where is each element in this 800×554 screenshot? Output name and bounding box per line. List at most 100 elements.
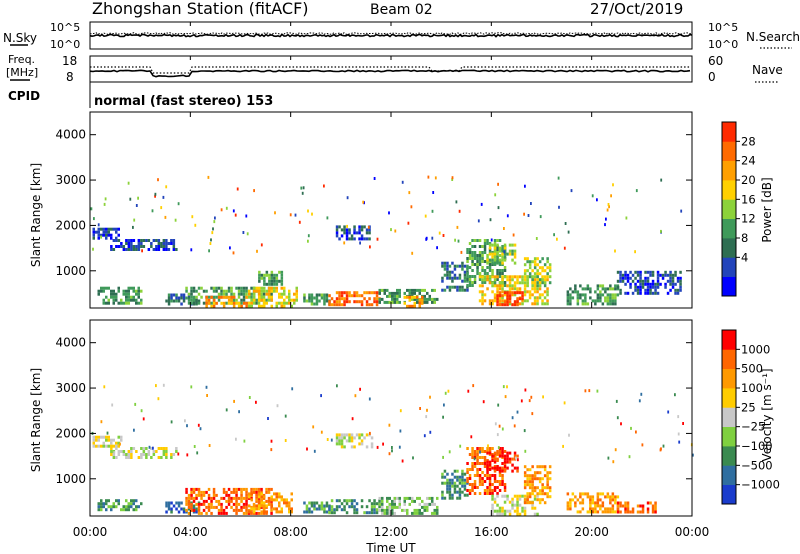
range-gate-cell	[240, 487, 243, 491]
range-gate-cell	[308, 293, 311, 297]
range-gate-cell	[280, 498, 283, 502]
range-gate-cell	[674, 282, 677, 286]
range-gate-cell	[581, 498, 585, 502]
range-gate-cell	[478, 278, 482, 281]
range-gate-cell	[240, 286, 243, 290]
range-gate-cell	[102, 230, 105, 234]
range-gate-cell	[142, 453, 146, 456]
range-gate-cell	[170, 242, 173, 245]
range-gate-cell	[303, 299, 306, 303]
range-gate-cell	[631, 291, 635, 295]
range-gate-cell	[498, 296, 502, 300]
range-gate-cell	[378, 502, 381, 506]
range-gate-cell	[611, 504, 615, 508]
range-gate-cell	[256, 249, 258, 253]
range-gate-cell	[350, 445, 354, 449]
range-gate-cell	[411, 251, 414, 255]
colorbar-tick-label: 8	[741, 231, 748, 245]
range-gate-cell	[294, 213, 297, 217]
range-gate-cell	[453, 267, 457, 271]
range-gate-cell	[483, 480, 487, 483]
range-gate-cell	[370, 505, 374, 509]
range-gate-cell	[651, 507, 655, 511]
range-gate-cell	[574, 501, 577, 505]
range-gate-cell	[112, 227, 115, 231]
range-gate-cell	[526, 257, 529, 261]
range-gate-cell	[421, 298, 424, 302]
range-gate-cell	[115, 447, 118, 450]
range-gate-cell	[443, 264, 447, 268]
freq-tick-18: 18	[62, 54, 77, 68]
range-gate-cell	[328, 511, 331, 515]
range-gate-cell	[488, 451, 492, 455]
range-gate-cell	[471, 254, 474, 257]
range-gate-cell	[97, 502, 100, 506]
range-gate-cell	[466, 272, 469, 275]
range-gate-cell	[481, 275, 484, 279]
range-gate-cell	[654, 282, 657, 286]
range-gate-cell	[426, 408, 428, 412]
range-gate-cell	[576, 302, 580, 306]
range-gate-cell	[207, 496, 211, 500]
range-gate-cell	[135, 248, 138, 251]
range-gate-cell	[533, 489, 537, 493]
range-gate-cell	[631, 273, 635, 277]
range-gate-cell	[461, 472, 464, 476]
range-gate-cell	[501, 248, 504, 251]
range-gate-cell	[345, 294, 349, 298]
range-gate-cell	[491, 489, 494, 492]
range-gate-cell	[526, 477, 529, 481]
range-gate-cell	[215, 499, 218, 503]
range-gate-cell	[375, 303, 379, 307]
range-gate-cell	[275, 282, 279, 286]
range-gate-cell	[230, 490, 233, 494]
range-gate-cell	[528, 492, 532, 496]
range-gate-cell	[234, 213, 237, 217]
range-gate-cell	[491, 454, 494, 458]
noise-sky-series	[89, 33, 693, 38]
range-gate-cell	[491, 284, 494, 288]
range-gate-cell	[135, 450, 138, 453]
range-gate-cell	[363, 237, 366, 241]
range-gate-cell	[425, 237, 428, 241]
range-gate-cell	[531, 489, 534, 493]
range-gate-cell	[503, 460, 507, 464]
range-gate-cell	[498, 480, 502, 483]
range-gate-cell	[333, 303, 336, 307]
range-gate-cell	[611, 498, 615, 502]
range-gate-cell	[576, 498, 580, 502]
range-gate-cell	[253, 298, 256, 302]
range-gate-cell	[566, 290, 570, 294]
range-gate-cell	[536, 486, 539, 490]
range-gate-cell	[212, 490, 216, 494]
range-gate-cell	[112, 298, 115, 302]
range-gate-cell	[335, 234, 339, 238]
range-gate-cell	[140, 289, 143, 293]
range-gate-cell	[523, 278, 527, 282]
range-gate-cell	[260, 273, 264, 277]
range-gate-cell	[381, 496, 384, 500]
range-gate-cell	[584, 293, 587, 297]
range-gate-cell	[491, 258, 494, 262]
range-gate-cell	[343, 303, 346, 307]
range-gate-cell	[363, 436, 366, 440]
range-gate-cell	[594, 510, 597, 514]
range-gate-cell	[210, 286, 213, 290]
range-gate-cell	[229, 246, 231, 250]
range-gate-cell	[656, 276, 660, 280]
range-gate-cell	[378, 291, 381, 295]
range-gate-cell	[491, 252, 494, 256]
range-gate-cell	[125, 301, 128, 305]
range-gate-cell	[493, 281, 497, 284]
range-gate-cell	[353, 300, 356, 304]
range-gate-cell	[212, 487, 216, 491]
range-gate-cell	[207, 508, 211, 512]
range-gate-cell	[548, 465, 552, 469]
range-gate-cell	[493, 469, 497, 473]
range-gate-cell	[546, 293, 549, 297]
range-gate-cell	[258, 289, 261, 293]
ytick-label: 3000	[55, 381, 86, 395]
range-gate-cell	[596, 299, 600, 303]
range-gate-cell	[222, 511, 226, 515]
range-gate-cell	[343, 228, 346, 232]
